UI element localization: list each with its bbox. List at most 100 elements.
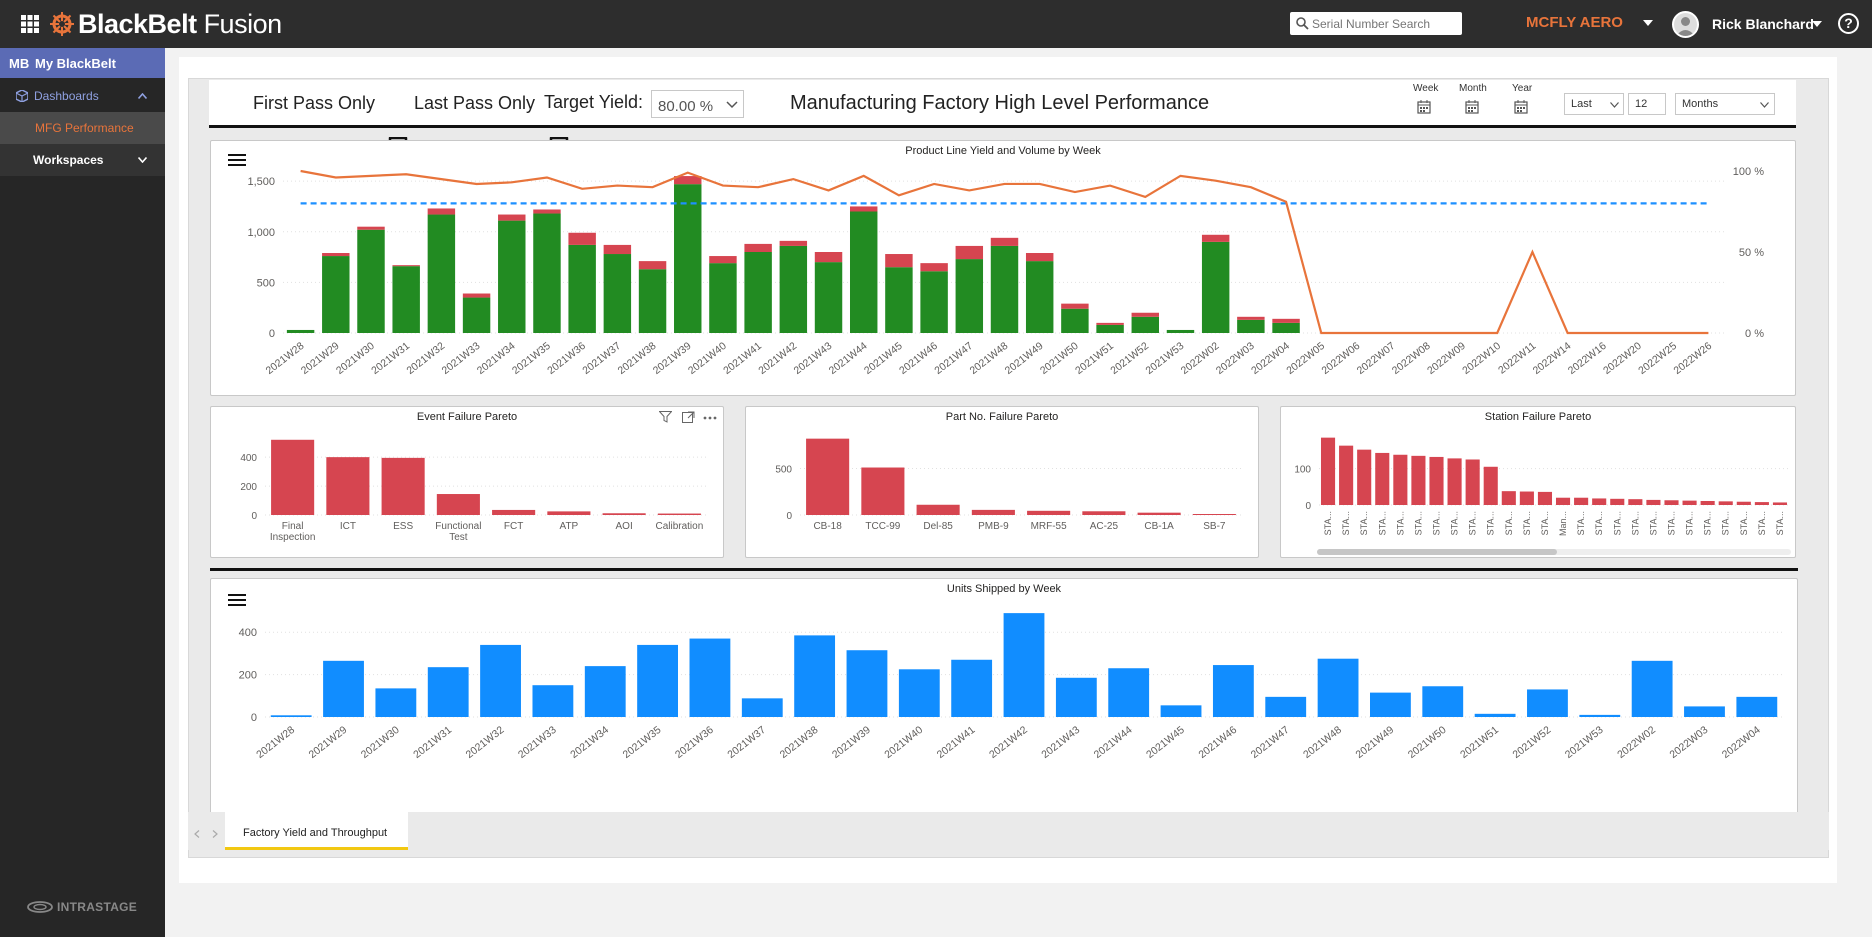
units-shipped-x-tick-label: 2021W50: [1406, 724, 1449, 761]
station-scrollbar-thumb[interactable]: [1317, 549, 1557, 555]
pass-bar: [1166, 329, 1195, 333]
user-name: Rick Blanchard: [1712, 16, 1814, 32]
more-options-icon[interactable]: [703, 416, 717, 420]
hamburger-menu-icon[interactable]: [228, 594, 246, 606]
station-failure-y-tick-label: 0: [1305, 501, 1311, 512]
calendar-month-icon[interactable]: [1465, 100, 1479, 114]
yield-volume-x-tick-label: 2021W42: [756, 340, 799, 377]
units-shipped-bar: [1579, 714, 1621, 717]
station-failure-x-tick-label: STA...: [1648, 511, 1658, 535]
event-failure-y-tick-label: 200: [240, 482, 257, 493]
brand-name-bold: BlackBelt: [78, 9, 197, 39]
units-shipped-x-tick-label: 2021W45: [1144, 724, 1187, 761]
event-failure-bar: [602, 513, 646, 515]
units-divider: [210, 568, 1798, 571]
tab-next-icon[interactable]: [212, 830, 218, 838]
chevron-up-icon: [138, 93, 147, 99]
yield-volume-x-tick-label: 2021W46: [897, 340, 940, 377]
pass-bar: [990, 245, 1019, 333]
calendar-year-icon[interactable]: [1514, 100, 1528, 114]
yield-volume-x-tick-label: 2022W07: [1355, 340, 1398, 377]
yield-volume-x-tick-label: 2021W44: [827, 340, 870, 377]
units-shipped-x-tick-label: 2022W03: [1668, 724, 1711, 761]
app-grid-icon[interactable]: [21, 15, 39, 33]
fail-bar: [990, 237, 1019, 246]
sidebar-item-dashboards[interactable]: Dashboards: [0, 80, 165, 112]
event-failure-y-tick-label: 0: [251, 511, 257, 522]
tab-factory-yield[interactable]: Factory Yield and Throughput: [225, 812, 408, 850]
station-failure-x-tick-label: STA...: [1612, 511, 1622, 535]
tab-prev-icon[interactable]: [194, 830, 200, 838]
yield-volume-x-tick-label: 2021W38: [616, 340, 659, 377]
pass-bar: [1201, 241, 1230, 333]
units-shipped-x-tick-label: 2021W52: [1510, 724, 1553, 761]
yield-volume-x-tick-label: 2022W02: [1179, 340, 1222, 377]
target-yield-chevron-icon: [726, 101, 738, 109]
calendar-week-icon[interactable]: [1417, 100, 1431, 114]
serial-search-box[interactable]: [1290, 12, 1462, 35]
sidebar-item-dashboards-label: Dashboards: [34, 89, 99, 103]
fail-bar: [1025, 253, 1054, 262]
avatar[interactable]: [1672, 11, 1699, 38]
intrastage-logo-text: INTRASTAGE: [57, 900, 138, 914]
user-chevron-down-icon[interactable]: [1812, 21, 1822, 28]
filter-icon[interactable]: [659, 411, 672, 423]
station-failure-bar: [1736, 501, 1751, 505]
station-failure-x-tick-label: STA...: [1594, 511, 1604, 535]
station-failure-bar: [1628, 499, 1643, 505]
focus-mode-icon[interactable]: [682, 411, 695, 423]
units-shipped-bar: [1422, 686, 1464, 717]
relative-period-dropdown[interactable]: Last: [1564, 93, 1624, 115]
target-yield-dropdown[interactable]: 80.00 %: [651, 90, 744, 118]
sidebar-header[interactable]: MB My BlackBelt: [0, 48, 165, 78]
yield-volume-x-tick-label: 2021W51: [1073, 340, 1116, 377]
units-shipped-panel: Units Shipped by Week 0 200 400 2021W28 2021…: [210, 578, 1798, 826]
station-failure-x-tick-label: STA...: [1395, 511, 1405, 535]
sidebar-item-mfg-performance[interactable]: MFG Performance: [0, 112, 165, 144]
hamburger-menu-icon[interactable]: [228, 154, 246, 166]
period-unit-dropdown[interactable]: Months: [1675, 93, 1775, 115]
part-failure-bar: [971, 509, 1015, 515]
pass-bar: [744, 252, 772, 333]
pass-bar: [709, 263, 737, 333]
units-shipped-x-tick-label: 2021W33: [516, 724, 559, 761]
pass-bar: [1096, 324, 1124, 333]
period-count-input[interactable]: 12: [1628, 93, 1666, 115]
last-pass-label[interactable]: Last Pass Only: [414, 93, 536, 113]
yield-volume-x-tick-label: 2022W25: [1636, 340, 1679, 377]
pass-bar: [392, 266, 420, 333]
station-failure-x-tick-label: STA...: [1667, 511, 1677, 535]
user-menu[interactable]: Rick Blanchard: [1712, 16, 1814, 32]
event-failure-x-tick-label: Test: [449, 532, 468, 543]
org-selector[interactable]: MCFLY AERO: [1526, 14, 1623, 31]
pass-bar: [1025, 261, 1054, 333]
units-shipped-bar: [270, 715, 312, 717]
units-shipped-bar: [323, 660, 364, 717]
yield-volume-x-tick-label: 2021W41: [721, 340, 764, 377]
pass-bar: [814, 262, 843, 333]
station-failure-x-tick-label: STA...: [1757, 511, 1767, 535]
station-failure-x-tick-label: STA...: [1377, 511, 1387, 535]
help-icon[interactable]: ?: [1838, 13, 1859, 34]
org-chevron-down-icon[interactable]: [1643, 20, 1653, 27]
part-failure-x-tick-label: CB-18: [813, 521, 842, 532]
yield-volume-y2-tick-label: 0 %: [1745, 328, 1764, 340]
sidebar-item-workspaces[interactable]: Workspaces: [0, 144, 165, 176]
event-failure-y-tick-label: 400: [240, 453, 257, 464]
station-failure-bar: [1718, 501, 1733, 505]
pass-bar: [1061, 308, 1089, 333]
fail-bar: [462, 293, 491, 298]
search-input[interactable]: [1312, 14, 1458, 33]
event-failure-x-tick-label: Calibration: [655, 521, 703, 532]
fail-bar: [498, 214, 526, 221]
top-bar: BlackBelt Fusion MCFLY AERO Rick Blancha…: [0, 0, 1872, 48]
first-pass-label[interactable]: First Pass Only: [253, 93, 376, 113]
period-year-label: Year: [1512, 83, 1533, 94]
yield-volume-title: Product Line Yield and Volume by Week: [905, 145, 1101, 157]
relative-period-value: Last: [1571, 98, 1592, 110]
yield-volume-x-tick-label: 2022W05: [1284, 340, 1327, 377]
relative-chevron-icon: [1610, 102, 1619, 108]
event-failure-x-tick-label: ATP: [560, 521, 579, 532]
units-shipped-x-tick-label: 2021W36: [673, 724, 716, 761]
station-scrollbar-track[interactable]: [1317, 549, 1791, 555]
